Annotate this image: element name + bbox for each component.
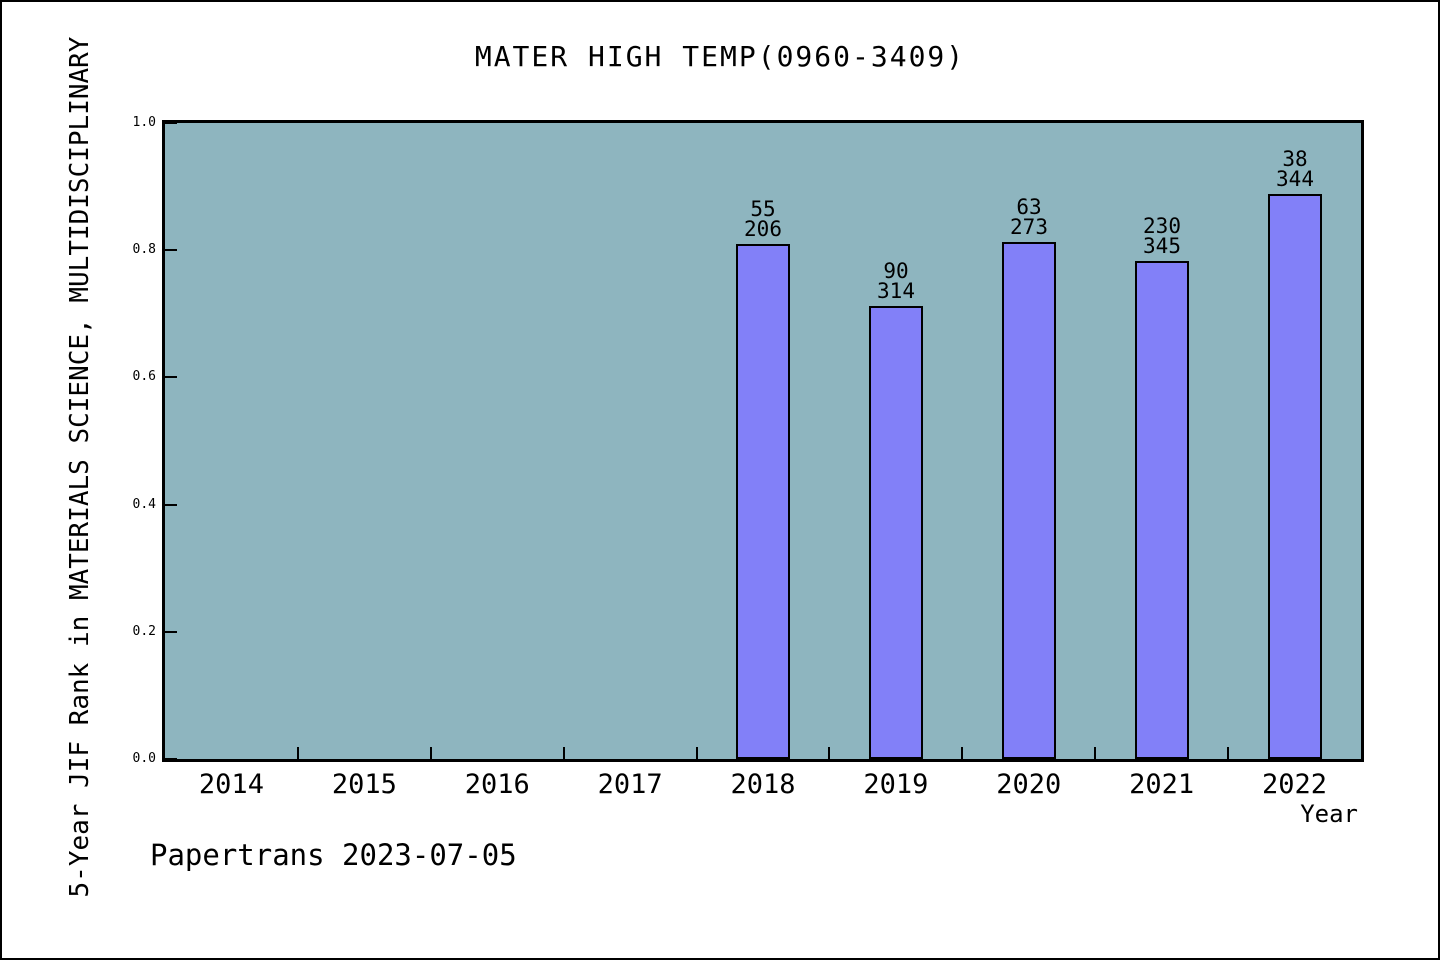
bar-2018 bbox=[736, 244, 790, 759]
y-axis-label: 5-Year JIF Rank in MATERIALS SCIENCE, MU… bbox=[65, 36, 95, 898]
bar-2021 bbox=[1135, 261, 1189, 759]
x-tick-mark-4 bbox=[695, 747, 698, 759]
x-tick-mark-7 bbox=[1094, 747, 1097, 759]
x-tick-label-2020: 2020 bbox=[996, 769, 1062, 800]
y-tick-mark-0.0 bbox=[165, 758, 177, 760]
y-tick-mark-0.8 bbox=[165, 249, 177, 252]
bar-value-label-2022: 38 344 bbox=[1276, 147, 1314, 191]
x-tick-mark-1 bbox=[296, 747, 299, 759]
bar-value-label-2020: 63 273 bbox=[1010, 195, 1048, 239]
x-tick-mark-6 bbox=[961, 747, 964, 759]
x-tick-mark-3 bbox=[562, 747, 565, 759]
bar-value-label-2019: 90 314 bbox=[877, 259, 915, 303]
footer-text: Papertrans 2023-07-05 bbox=[150, 838, 517, 872]
bar-2020 bbox=[1002, 242, 1056, 759]
bar-value-label-2021: 230 345 bbox=[1143, 214, 1181, 258]
x-tick-label-2014: 2014 bbox=[198, 769, 264, 800]
y-tick-mark-0.6 bbox=[165, 376, 177, 379]
x-tick-label-2015: 2015 bbox=[331, 769, 397, 800]
plot-area: 55 206 90 314 63 273 230 345 38 344 bbox=[162, 120, 1364, 762]
x-tick-mark-5 bbox=[828, 747, 831, 759]
y-tick-label-0.6: 0.6 bbox=[132, 369, 156, 385]
y-tick-label-0.0: 0.0 bbox=[132, 751, 156, 766]
plot-inner: 55 206 90 314 63 273 230 345 38 344 bbox=[165, 122, 1361, 760]
y-tick-mark-0.2 bbox=[165, 630, 177, 633]
x-tick-label-2021: 2021 bbox=[1129, 769, 1195, 800]
x-tick-label-2018: 2018 bbox=[730, 769, 796, 800]
x-tick-mark-8 bbox=[1227, 747, 1230, 759]
y-tick-label-0.4: 0.4 bbox=[132, 496, 156, 512]
y-tick-label-1.0: 1.0 bbox=[132, 115, 156, 130]
x-tick-mark-2 bbox=[429, 747, 432, 759]
bar-2022 bbox=[1268, 194, 1322, 759]
x-tick-label-2017: 2017 bbox=[597, 769, 663, 800]
y-tick-mark-0.4 bbox=[165, 503, 177, 506]
y-tick-mark-1.0 bbox=[165, 122, 177, 124]
x-axis-title: Year bbox=[1300, 800, 1358, 828]
y-tick-label-0.2: 0.2 bbox=[132, 623, 156, 639]
x-tick-label-2016: 2016 bbox=[464, 769, 530, 800]
y-tick-label-0.8: 0.8 bbox=[132, 242, 156, 258]
x-tick-label-2022: 2022 bbox=[1262, 769, 1328, 800]
bar-value-label-2018: 55 206 bbox=[744, 197, 782, 241]
chart-title: MATER HIGH TEMP(0960-3409) bbox=[474, 40, 966, 73]
bar-2019 bbox=[869, 306, 923, 759]
x-tick-label-2019: 2019 bbox=[863, 769, 929, 800]
